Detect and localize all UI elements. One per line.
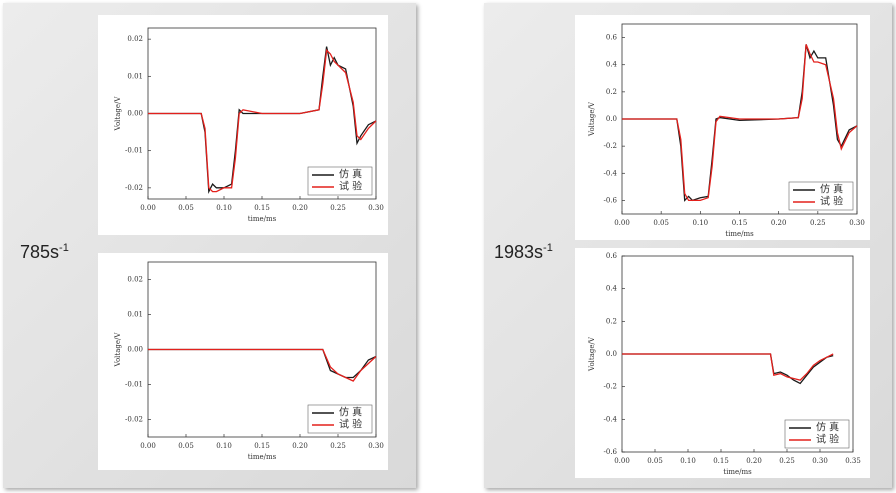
- rate-exponent: -1: [543, 242, 553, 254]
- y-tick-label: 0.00: [127, 110, 143, 118]
- y-axis-label: Voltage/V: [114, 96, 122, 132]
- legend: [788, 181, 854, 211]
- chart-image: [98, 15, 388, 235]
- x-tick-label: 0.10: [216, 442, 232, 450]
- legend-label: 仿 真: [339, 168, 362, 181]
- y-tick-label: -0.02: [125, 184, 143, 192]
- rate-label: 1983s-1: [494, 242, 553, 263]
- x-tick-label: 0.10: [680, 457, 696, 465]
- rate-exponent: -1: [59, 242, 69, 254]
- x-tick-label: 0.25: [779, 457, 795, 465]
- x-tick-label: 0.00: [614, 457, 630, 465]
- y-tick-label: 0.00: [127, 346, 143, 354]
- y-tick-label: -0.4: [604, 415, 618, 423]
- legend-label: 仿 真: [816, 421, 839, 434]
- x-tick-label: 0.00: [614, 219, 630, 227]
- y-tick-label: 0.2: [606, 88, 617, 96]
- legend: [784, 419, 850, 449]
- y-tick-label: 0.02: [127, 35, 143, 43]
- x-tick-label: 0.30: [368, 442, 384, 450]
- y-tick-label: -0.2: [604, 142, 618, 150]
- chart-image: [98, 253, 388, 470]
- x-tick-label: 0.15: [254, 204, 270, 212]
- x-tick-label: 0.00: [140, 204, 156, 212]
- legend: [307, 166, 373, 196]
- y-tick-label: 0.02: [127, 276, 143, 284]
- x-axis-label: time/ms: [725, 230, 754, 238]
- x-tick-label: 0.30: [812, 457, 828, 465]
- y-tick-label: 0.6: [606, 252, 618, 260]
- x-tick-label: 0.25: [810, 219, 826, 227]
- x-axis-label: time/ms: [248, 453, 277, 461]
- x-tick-label: 0.15: [713, 457, 729, 465]
- x-tick-label: 0.20: [292, 442, 308, 450]
- x-tick-label: 0.05: [178, 204, 194, 212]
- y-axis-label: Voltage/V: [588, 336, 596, 372]
- rate-text: 1983s: [494, 242, 544, 262]
- y-tick-label: 0.2: [606, 317, 617, 325]
- x-tick-label: 0.05: [653, 219, 669, 227]
- rate-text: 785s: [20, 242, 60, 262]
- x-tick-label: 0.30: [368, 204, 384, 212]
- y-axis-label: Voltage/V: [114, 332, 122, 368]
- y-axis-label: Voltage/V: [588, 101, 596, 137]
- y-tick-label: 0.0: [606, 350, 617, 358]
- y-tick-label: -0.02: [125, 416, 143, 424]
- x-tick-label: 0.20: [771, 219, 787, 227]
- y-tick-label: 0.01: [127, 311, 143, 319]
- x-tick-label: 0.35: [845, 457, 861, 465]
- x-tick-label: 0.15: [732, 219, 748, 227]
- y-tick-label: 0.6: [606, 34, 618, 42]
- x-tick-label: 0.20: [292, 204, 308, 212]
- x-tick-label: 0.05: [647, 457, 663, 465]
- series-line: [148, 348, 377, 382]
- x-tick-label: 0.30: [849, 219, 865, 227]
- x-tick-label: 0.05: [178, 442, 194, 450]
- rate-label: 785s-1: [20, 242, 69, 263]
- x-tick-label: 0.15: [254, 442, 270, 450]
- y-tick-label: 0.0: [606, 115, 617, 123]
- x-tick-label: 0.00: [140, 442, 156, 450]
- y-tick-label: -0.01: [125, 147, 143, 155]
- y-tick-label: 0.01: [127, 72, 143, 80]
- y-tick-label: -0.2: [604, 383, 618, 391]
- series-line: [622, 353, 834, 381]
- x-tick-label: 0.25: [330, 204, 346, 212]
- x-axis-label: time/ms: [723, 468, 752, 476]
- y-tick-label: -0.01: [125, 381, 143, 389]
- x-tick-label: 0.10: [216, 204, 232, 212]
- y-tick-label: -0.6: [604, 448, 618, 456]
- y-tick-label: 0.4: [606, 61, 618, 69]
- x-axis-label: time/ms: [248, 215, 277, 223]
- x-tick-label: 0.10: [693, 219, 709, 227]
- legend-label: 试 验: [339, 180, 362, 193]
- series-line: [622, 44, 858, 202]
- legend-label: 仿 真: [339, 406, 362, 419]
- series-line: [148, 48, 377, 193]
- legend-label: 仿 真: [820, 183, 843, 196]
- legend-label: 试 验: [339, 418, 362, 431]
- x-tick-label: 0.20: [746, 457, 762, 465]
- legend-label: 试 验: [820, 195, 843, 208]
- y-tick-label: 0.4: [606, 285, 618, 293]
- legend-label: 试 验: [816, 433, 839, 446]
- x-tick-label: 0.25: [330, 442, 346, 450]
- legend: [307, 404, 373, 434]
- y-tick-label: -0.6: [604, 196, 618, 204]
- y-tick-label: -0.4: [604, 169, 618, 177]
